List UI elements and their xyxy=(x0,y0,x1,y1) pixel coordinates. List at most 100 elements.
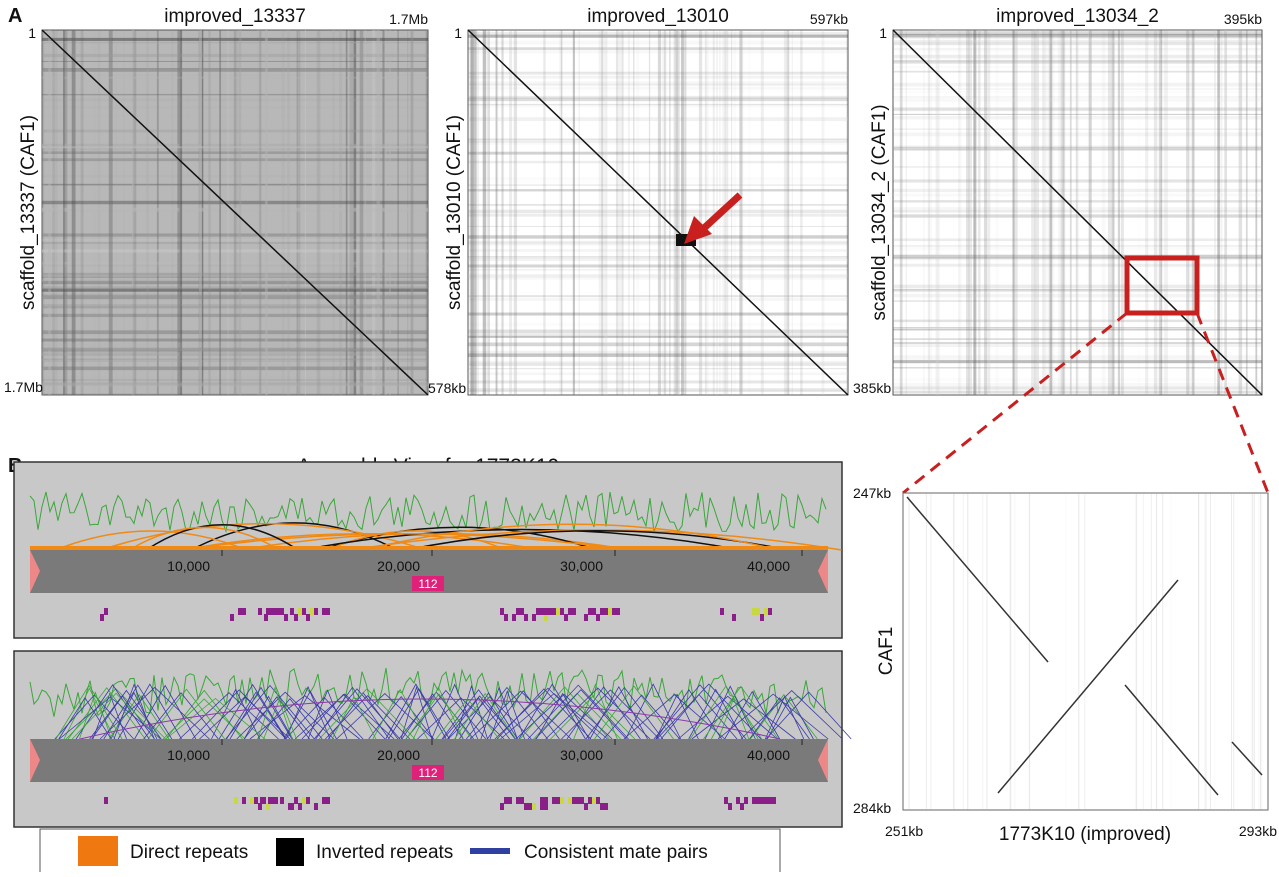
mate-arc xyxy=(749,697,810,740)
feature xyxy=(524,614,528,621)
stripe xyxy=(42,37,428,41)
stripe xyxy=(468,353,848,356)
stripe xyxy=(130,30,135,395)
stripe xyxy=(899,30,903,395)
tick-label: 10,000 xyxy=(167,747,210,763)
mate-arc xyxy=(211,688,261,740)
stripe xyxy=(954,493,956,810)
mate-arc xyxy=(704,685,756,740)
feature xyxy=(258,608,262,615)
stripe xyxy=(42,158,428,162)
stripe xyxy=(1010,493,1012,810)
stripe xyxy=(42,207,428,212)
stripe xyxy=(410,30,414,395)
mate-arc xyxy=(91,689,162,740)
stripe xyxy=(42,76,428,79)
feature xyxy=(528,803,532,810)
stripe xyxy=(132,30,135,395)
arrow-shaft xyxy=(700,192,743,232)
stripe xyxy=(388,30,391,395)
stripe xyxy=(42,276,428,279)
feature xyxy=(548,608,552,615)
mate-arc xyxy=(515,693,613,740)
stripe xyxy=(677,30,681,395)
stripe xyxy=(397,30,399,395)
feature xyxy=(756,797,760,804)
stripe xyxy=(893,42,1262,46)
feature xyxy=(298,608,302,615)
legend-box xyxy=(39,828,781,876)
feature xyxy=(768,608,772,615)
mate-arc xyxy=(656,683,762,740)
stripe xyxy=(468,140,848,143)
badge-label: 112 xyxy=(418,766,437,780)
mate-arc xyxy=(447,697,510,740)
stripe xyxy=(42,379,428,381)
stripe xyxy=(468,71,848,74)
feature xyxy=(266,803,270,810)
mate-arc xyxy=(480,686,518,740)
stripe xyxy=(1107,30,1111,395)
feature xyxy=(306,614,310,621)
stripe xyxy=(1057,30,1061,395)
stripe xyxy=(171,30,174,395)
zoom-x-label: 1773K10 (improved) xyxy=(999,824,1171,845)
feature xyxy=(322,608,326,615)
stripe xyxy=(787,30,790,395)
stripe xyxy=(468,203,848,206)
plot-title: improved_13337 xyxy=(164,6,306,27)
stripe xyxy=(973,30,977,395)
mate-arc xyxy=(331,695,377,740)
end-cap xyxy=(818,739,828,782)
tick-label: 20,000 xyxy=(377,747,420,763)
stripe xyxy=(663,30,667,395)
stripe xyxy=(1156,493,1158,810)
mate-arc xyxy=(243,695,294,740)
coverage-line xyxy=(29,491,827,534)
stripe xyxy=(740,30,744,395)
feature xyxy=(612,608,616,615)
stripe xyxy=(468,104,848,107)
stripe xyxy=(468,298,848,301)
feature xyxy=(768,797,772,804)
stripe xyxy=(760,30,764,395)
stripe xyxy=(1233,493,1235,810)
stripe xyxy=(42,382,428,386)
stripe xyxy=(468,335,848,338)
stripe xyxy=(1186,30,1189,395)
feature xyxy=(276,608,280,615)
mate-arc xyxy=(518,683,586,740)
stripe xyxy=(482,30,486,395)
stripe xyxy=(42,313,428,318)
stripe xyxy=(468,213,848,217)
stripe xyxy=(468,295,848,298)
diagonal xyxy=(41,29,429,396)
stripe xyxy=(468,190,848,192)
mate-arc xyxy=(400,685,433,740)
mate-arc xyxy=(199,696,291,740)
stripe xyxy=(893,132,1262,137)
stripe xyxy=(468,241,848,246)
stripe xyxy=(648,30,651,395)
stripe xyxy=(935,30,940,395)
mate-arc xyxy=(454,692,517,740)
stripe xyxy=(227,30,229,395)
stripe xyxy=(468,160,848,164)
mate-arc xyxy=(75,684,150,740)
stripe xyxy=(893,70,1262,72)
feature xyxy=(230,614,234,621)
mate-arc xyxy=(218,683,287,740)
stripe xyxy=(1012,30,1015,395)
stripe xyxy=(42,348,428,351)
stripe xyxy=(543,30,546,395)
mate-arc xyxy=(113,683,155,740)
feature xyxy=(508,797,512,804)
stripe xyxy=(468,96,848,99)
stripe xyxy=(1217,30,1220,395)
stripe xyxy=(982,493,984,810)
tick-label: 20,000 xyxy=(377,558,420,574)
stripe xyxy=(468,71,848,75)
stripe xyxy=(995,30,999,395)
feature xyxy=(512,614,516,621)
mate-arc xyxy=(285,685,331,740)
